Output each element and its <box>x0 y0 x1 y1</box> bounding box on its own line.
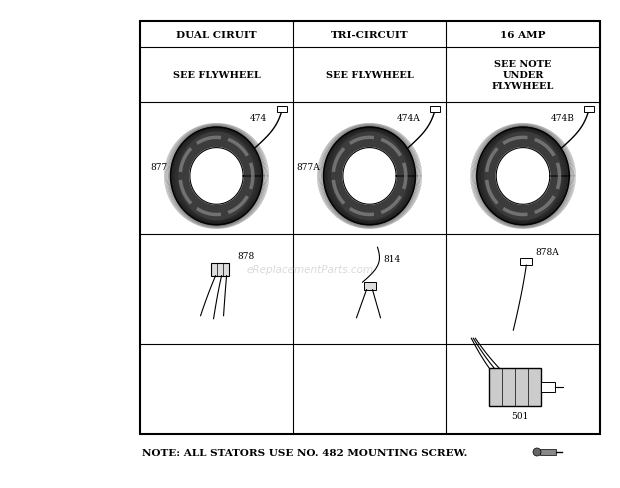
Text: TRI-CIRCUIT: TRI-CIRCUIT <box>330 30 409 40</box>
Text: DUAL CIRUIT: DUAL CIRUIT <box>176 30 257 40</box>
Polygon shape <box>190 148 243 205</box>
Text: 814: 814 <box>384 254 401 263</box>
Text: 16 AMP: 16 AMP <box>500 30 546 40</box>
Text: 474A: 474A <box>397 114 420 123</box>
Bar <box>489 368 541 407</box>
Text: SEE NOTE
UNDER
FLYWHEEL: SEE NOTE UNDER FLYWHEEL <box>492 60 554 91</box>
Bar <box>211 263 229 276</box>
Text: 878: 878 <box>237 251 255 260</box>
Text: 877: 877 <box>150 163 167 171</box>
Text: NOTE: ALL STATORS USE NO. 482 MOUNTING SCREW.: NOTE: ALL STATORS USE NO. 482 MOUNTING S… <box>142 447 467 457</box>
Text: 501: 501 <box>512 411 529 420</box>
Bar <box>584 107 594 113</box>
Text: SEE FLYWHEEL: SEE FLYWHEEL <box>172 71 260 80</box>
Text: 878A: 878A <box>535 248 559 257</box>
Polygon shape <box>324 128 415 225</box>
Polygon shape <box>170 128 262 225</box>
Polygon shape <box>343 148 396 205</box>
Text: 474: 474 <box>250 114 267 123</box>
Polygon shape <box>496 148 550 205</box>
Text: 474B: 474B <box>551 114 574 123</box>
Text: eReplacementParts.com: eReplacementParts.com <box>246 264 374 274</box>
Polygon shape <box>477 128 569 225</box>
Text: 877A: 877A <box>297 163 321 171</box>
Circle shape <box>533 448 541 456</box>
Bar <box>430 107 440 113</box>
Bar <box>277 107 288 113</box>
Bar <box>520 259 533 265</box>
Bar <box>540 449 556 455</box>
Bar <box>363 282 376 290</box>
Bar <box>541 383 556 392</box>
Text: SEE FLYWHEEL: SEE FLYWHEEL <box>326 71 414 80</box>
Bar <box>140 22 600 434</box>
